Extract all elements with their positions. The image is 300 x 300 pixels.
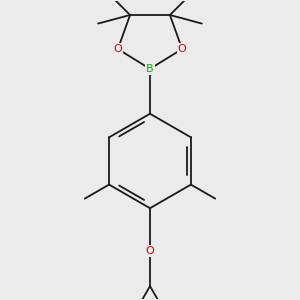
Text: B: B [146,64,154,74]
Text: O: O [113,44,122,54]
Text: O: O [178,44,187,54]
Text: O: O [146,246,154,256]
